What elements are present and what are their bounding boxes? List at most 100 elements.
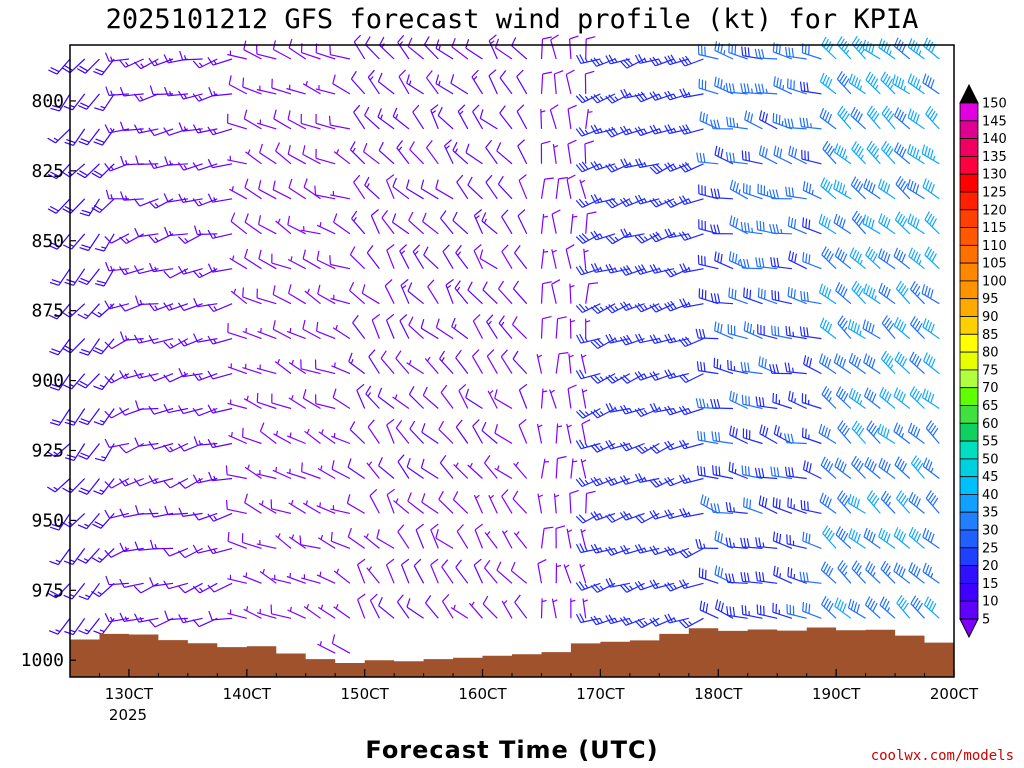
wind-barb	[678, 55, 704, 67]
wind-barb	[134, 437, 159, 447]
wind-barb	[878, 213, 896, 235]
wind-barb	[177, 265, 203, 275]
wind-barb	[421, 493, 439, 514]
wind-barb	[364, 36, 380, 60]
wind-barb	[412, 244, 425, 270]
colorbar-label: 135	[982, 150, 1007, 165]
x-tick-label: 170CT	[576, 685, 625, 703]
wind-barb	[758, 356, 778, 375]
wind-barb	[922, 527, 940, 549]
colorbar-label: 80	[982, 346, 999, 361]
wind-barb	[243, 109, 262, 130]
wind-barb	[347, 458, 366, 479]
wind-barb	[590, 511, 616, 521]
colorbar-label: 130	[982, 168, 1007, 183]
wind-barb	[565, 244, 575, 269]
wind-barb	[119, 58, 144, 68]
wind-barb	[92, 513, 115, 529]
wind-barb	[679, 547, 704, 559]
colorbar-label: 90	[982, 310, 999, 325]
colorbar-swatch	[959, 600, 979, 620]
wind-barb	[148, 373, 174, 382]
wind-barb	[133, 58, 159, 70]
wind-barb	[427, 279, 439, 305]
wind-barb	[275, 218, 292, 235]
wind-barb	[149, 577, 174, 587]
wind-barb	[244, 178, 262, 200]
wind-barb	[386, 488, 396, 514]
wind-barb	[207, 263, 233, 273]
wind-barb	[740, 361, 763, 375]
wind-barb	[925, 490, 940, 514]
wind-barb	[332, 74, 351, 95]
colorbar-label: 100	[982, 274, 1007, 289]
wind-barb	[619, 197, 645, 208]
wind-barb	[347, 527, 366, 549]
wind-barb	[425, 594, 439, 619]
wind-barb	[392, 177, 410, 200]
wind-barb	[878, 457, 896, 479]
wind-barb	[787, 78, 807, 95]
wind-barb	[820, 177, 837, 200]
wind-barb	[590, 57, 616, 67]
wind-barb	[227, 323, 247, 340]
colorbar-swatch	[959, 387, 979, 406]
wind-barb	[104, 300, 130, 310]
wind-barb	[208, 86, 233, 97]
wind-barb	[317, 465, 336, 480]
wind-barb	[243, 395, 262, 410]
wind-barb	[473, 244, 484, 269]
wind-barb	[421, 423, 439, 444]
wind-barb	[331, 634, 351, 654]
wind-barb	[697, 254, 719, 270]
wind-barb	[590, 615, 616, 626]
wind-barb	[494, 38, 513, 60]
wind-barb	[575, 265, 601, 276]
wind-barb	[230, 288, 248, 305]
wind-barb	[895, 490, 911, 514]
wind-barb	[332, 324, 351, 340]
colorbar-swatch	[959, 583, 979, 602]
wind-barb	[880, 560, 896, 584]
wind-barb	[207, 158, 233, 169]
wind-barb	[501, 209, 513, 235]
wind-barb	[377, 387, 395, 409]
wind-barb	[256, 539, 277, 549]
wind-barb	[272, 285, 292, 305]
wind-barb	[865, 71, 881, 95]
wind-barb	[772, 497, 793, 514]
colorbar-label: 75	[982, 363, 999, 378]
wind-barb	[513, 461, 528, 479]
wind-barb	[801, 393, 822, 410]
wind-barb	[118, 477, 144, 487]
wind-barb	[270, 499, 292, 514]
wind-barb	[569, 489, 579, 514]
wind-barb	[725, 502, 748, 514]
wind-barb	[698, 288, 719, 305]
wind-barb	[581, 419, 591, 444]
wind-barb	[605, 373, 631, 384]
wind-barb	[242, 363, 262, 375]
wind-barb	[330, 531, 351, 549]
wind-barb	[619, 334, 645, 346]
wind-barb	[893, 562, 911, 584]
wind-barb	[772, 112, 793, 130]
wind-barb	[729, 425, 748, 445]
wind-barb	[800, 290, 822, 305]
wind-barb	[148, 475, 174, 485]
x-tick-label: 180CT	[694, 685, 743, 703]
wind-barb	[481, 212, 498, 235]
wind-barb	[772, 531, 793, 549]
wind-barb	[243, 40, 262, 60]
wind-barb	[271, 574, 292, 584]
wind-barb	[711, 431, 734, 445]
wind-barb	[921, 284, 940, 305]
wind-barb	[396, 140, 410, 165]
colorbar-label: 120	[982, 203, 1007, 218]
wind-barb	[392, 394, 410, 409]
wind-barb	[801, 427, 822, 445]
wind-barb	[851, 141, 867, 165]
wind-barb	[799, 571, 822, 584]
wind-barb	[207, 370, 233, 380]
wind-barb	[351, 210, 366, 235]
